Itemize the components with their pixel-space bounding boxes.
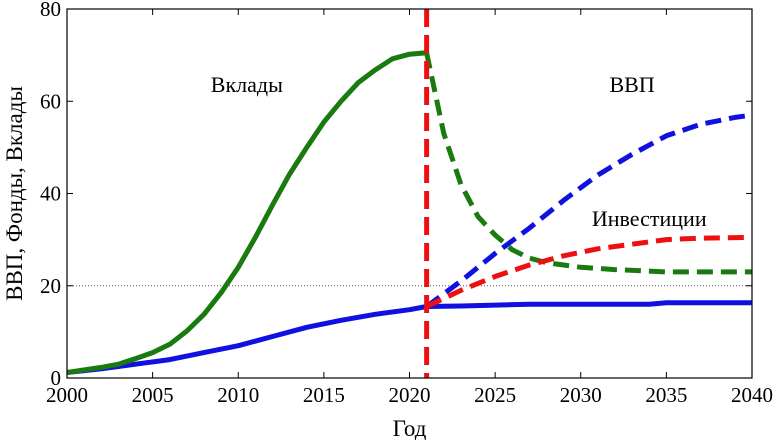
- x-tick-label: 2030: [560, 383, 602, 407]
- series-layer: [66, 50, 753, 375]
- y-tick-label: 0: [51, 366, 62, 390]
- y-axis-label: ВВП, Фонды, Вклады: [2, 86, 27, 301]
- annotation-label: ВВП: [610, 72, 655, 97]
- x-tick-label: 2015: [303, 383, 345, 407]
- y-tick-label: 60: [40, 89, 61, 113]
- y-tick-label: 40: [40, 182, 61, 206]
- annotation-layer: Вклады ВВП Инвестиции: [211, 72, 707, 231]
- x-tick-label: 2035: [645, 383, 687, 407]
- x-tick-label: 2025: [474, 383, 516, 407]
- annotation-label: Инвестиции: [592, 206, 707, 231]
- x-tick-label: 2000: [46, 383, 88, 407]
- annotation-label: Вклады: [211, 72, 283, 97]
- series-line-2: [66, 50, 427, 375]
- y-tick-label: 80: [40, 0, 61, 21]
- series-line-4: [426, 300, 752, 309]
- tick-layer: 2000 2005 2010 2015 2020 2025 2030 2035 20400204…: [40, 0, 773, 407]
- series-line-1: [66, 304, 428, 375]
- x-tick-label: 2040: [731, 383, 773, 407]
- series-line-5: [425, 112, 753, 309]
- x-tick-label: 2020: [389, 383, 431, 407]
- x-axis-label: Год: [393, 416, 427, 440]
- series-line-6: [425, 234, 753, 309]
- x-tick-label: 2005: [132, 383, 174, 407]
- y-tick-label: 20: [40, 274, 61, 298]
- x-tick-label: 2010: [217, 383, 259, 407]
